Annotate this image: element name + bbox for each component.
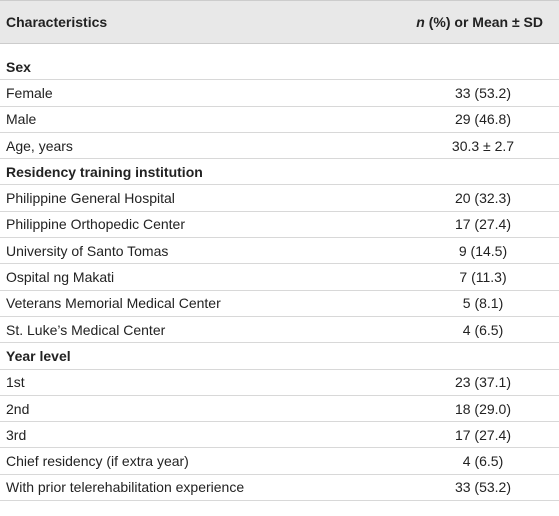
row-value: 30.3 ± 2.7	[451, 137, 515, 154]
table-body: Sex Female 33 (53.2) Male 29 (46.8) Age, year…	[0, 54, 559, 502]
row-label: With prior telerehabilitation experience	[6, 479, 245, 496]
row-value: 4 (6.5)	[462, 321, 504, 338]
header-rest: (%) or Mean ± SD	[428, 14, 543, 30]
table-row: St. Luke’s Medical Center 4 (6.5)	[0, 317, 559, 344]
row-label: Chief residency (if extra year)	[6, 453, 189, 470]
row-label: Philippine General Hospital	[6, 190, 175, 207]
table-row: Philippine Orthopedic Center 17 (27.4)	[0, 212, 559, 239]
header-italic: n	[416, 14, 425, 30]
table-row: University of Santo Tomas 9 (14.5)	[0, 238, 559, 265]
table-row: Philippine General Hospital 20 (32.3)	[0, 185, 559, 212]
table-row: Female 33 (53.2)	[0, 80, 559, 107]
row-value: 9 (14.5)	[458, 242, 508, 259]
table-row: Ospital ng Makati 7 (11.3)	[0, 264, 559, 291]
table-header: Characteristics n (%) or Mean ± SD	[0, 0, 559, 44]
row-value: 29 (46.8)	[454, 111, 512, 128]
row-label: 2nd	[6, 400, 30, 417]
row-value: 20 (32.3)	[454, 190, 512, 207]
row-label: Residency training institution	[6, 163, 203, 180]
section-row: Year level	[0, 343, 559, 370]
section-row: Sex	[0, 54, 559, 81]
row-label: Sex	[6, 58, 31, 75]
table-row: 2nd 18 (29.0)	[0, 396, 559, 423]
row-value: 23 (37.1)	[454, 374, 512, 391]
table-row: Veterans Memorial Medical Center 5 (8.1)	[0, 291, 559, 317]
table-row: Chief residency (if extra year) 4 (6.5)	[0, 448, 559, 475]
row-value: 18 (29.0)	[454, 400, 512, 417]
row-label: Philippine Orthopedic Center	[6, 216, 185, 233]
table-row: 1st 23 (37.1)	[0, 370, 559, 396]
spacer	[0, 44, 559, 54]
table-row: Age, years 30.3 ± 2.7	[0, 133, 559, 160]
row-label: St. Luke’s Medical Center	[6, 321, 166, 338]
row-value: 17 (27.4)	[454, 216, 512, 233]
header-value: n (%) or Mean ± SD	[416, 14, 543, 30]
row-label: Age, years	[6, 137, 73, 154]
table-row: 3rd 17 (27.4)	[0, 422, 559, 449]
section-row: Residency training institution	[0, 159, 559, 186]
row-label: Veterans Memorial Medical Center	[6, 295, 221, 312]
row-label: Ospital ng Makati	[6, 269, 115, 286]
row-label: 3rd	[6, 426, 27, 443]
row-label: Female	[6, 84, 53, 101]
row-value: 7 (11.3)	[459, 269, 507, 286]
row-value: 4 (6.5)	[462, 453, 504, 470]
row-value: 33 (53.2)	[454, 479, 512, 496]
row-value: 17 (27.4)	[454, 426, 512, 443]
table-row: With prior telerehabilitation experience…	[0, 475, 559, 502]
row-value: 33 (53.2)	[454, 84, 512, 101]
header-label: Characteristics	[6, 14, 108, 30]
row-label: University of Santo Tomas	[6, 242, 169, 259]
row-value: 5 (8.1)	[462, 295, 504, 312]
row-label: Male	[6, 111, 37, 128]
table-row: Male 29 (46.8)	[0, 107, 559, 133]
row-label: Year level	[6, 347, 71, 364]
row-label: 1st	[6, 374, 25, 391]
